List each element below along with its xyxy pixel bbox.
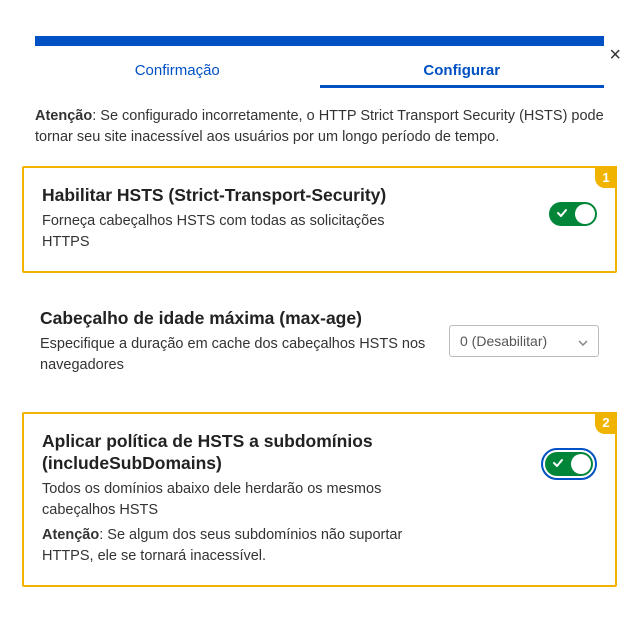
- section-enable-hsts: 1 Habilitar HSTS (Strict-Transport-Secur…: [22, 166, 617, 273]
- chevron-down-icon: [578, 333, 588, 349]
- section-enable-text: Habilitar HSTS (Strict-Transport-Securit…: [42, 184, 427, 253]
- subdomains-desc: Todos os domínios abaixo dele herdarão o…: [42, 479, 427, 521]
- maxage-control: 0 (Desabilitar): [449, 307, 599, 357]
- badge-2: 2: [595, 412, 617, 434]
- section-subdomains: 2 Aplicar política de HSTS a subdomínios…: [22, 412, 617, 588]
- subdomains-text: Aplicar política de HSTS a subdomínios (…: [42, 430, 427, 568]
- max-age-select[interactable]: 0 (Desabilitar): [449, 325, 599, 357]
- tabs: Confirmação Configurar: [35, 56, 604, 88]
- tab-configure[interactable]: Configurar: [320, 56, 605, 88]
- close-icon[interactable]: ×: [609, 44, 621, 67]
- maxage-desc: Especifique a duração em cache dos cabeç…: [40, 334, 429, 376]
- warning-label: Atenção: [35, 108, 92, 124]
- enable-control: [447, 184, 597, 226]
- maxage-text: Cabeçalho de idade máxima (max-age) Espe…: [40, 307, 429, 376]
- top-warning: Atenção: Se configurado incorretamente, …: [35, 106, 604, 148]
- enable-desc: Forneça cabeçalhos HSTS com todas as sol…: [42, 211, 427, 253]
- subdomains-title: Aplicar política de HSTS a subdomínios (…: [42, 430, 427, 476]
- badge-1: 1: [595, 166, 617, 188]
- toggle-knob: [575, 204, 595, 224]
- check-icon: [552, 456, 564, 474]
- warning-body: : Se configurado incorretamente, o HTTP …: [35, 108, 604, 145]
- maxage-title: Cabeçalho de idade máxima (max-age): [40, 307, 429, 330]
- enable-title: Habilitar HSTS (Strict-Transport-Securit…: [42, 184, 427, 207]
- subdomains-warn-label: Atenção: [42, 527, 99, 543]
- subdomains-warn: Atenção: Se algum dos seus subdomínios n…: [42, 525, 427, 567]
- select-value: 0 (Desabilitar): [460, 333, 547, 349]
- toggle-knob: [571, 454, 591, 474]
- subdomains-control: [447, 430, 597, 480]
- progress-bar: [35, 36, 604, 46]
- section-max-age: Cabeçalho de idade máxima (max-age) Espe…: [22, 291, 617, 394]
- toggle-focus-ring: [541, 448, 597, 480]
- check-icon: [556, 206, 568, 224]
- enable-hsts-toggle[interactable]: [549, 202, 597, 226]
- tab-confirm[interactable]: Confirmação: [35, 56, 320, 88]
- subdomains-toggle[interactable]: [545, 452, 593, 476]
